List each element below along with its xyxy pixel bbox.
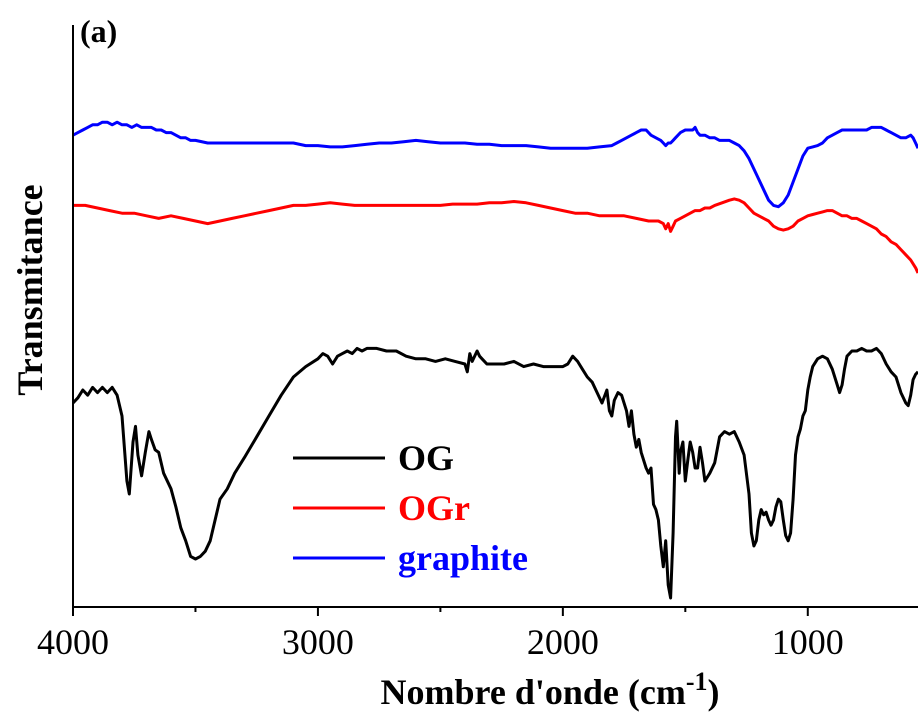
x-tick-label: 1000 xyxy=(772,622,844,662)
y-axis-title: Transmitance xyxy=(10,184,50,395)
x-tick-label: 3000 xyxy=(282,622,354,662)
legend-label-graphite: graphite xyxy=(398,538,528,578)
legend-label-ogr: OGr xyxy=(398,488,470,528)
x-ticks: 4000 3000 2000 1000 xyxy=(37,607,844,662)
x-axis-title: Nombre d'onde (cm-1) xyxy=(381,667,720,712)
x-axis-title-sup: -1 xyxy=(686,667,708,696)
x-axis-title-main: Nombre d'onde (cm xyxy=(381,672,686,712)
legend-label-og: OG xyxy=(398,438,454,478)
x-tick-label: 4000 xyxy=(37,622,109,662)
x-tick-label: 2000 xyxy=(527,622,599,662)
series-line-ogr xyxy=(73,197,918,274)
series-line-og xyxy=(71,346,918,600)
series-line-graphite xyxy=(72,120,918,209)
legend: OG OGr graphite xyxy=(293,438,528,578)
x-axis-title-close: ) xyxy=(708,672,720,712)
series-layer xyxy=(71,120,918,600)
panel-label: (a) xyxy=(80,13,117,49)
